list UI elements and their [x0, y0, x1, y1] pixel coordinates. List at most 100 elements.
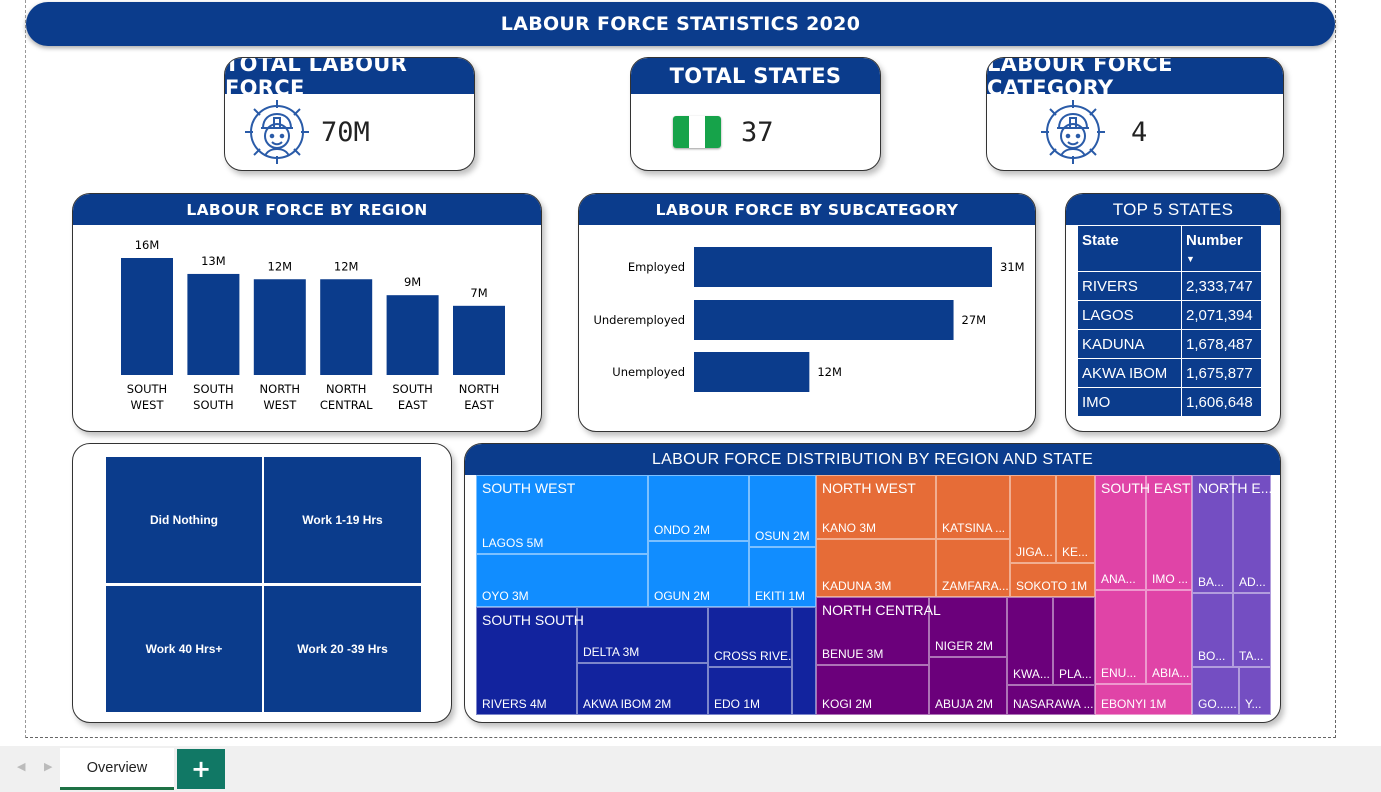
cell-label: EKITI 1M	[755, 589, 806, 603]
treemap-cell-abia[interactable]: ABIA...	[1146, 590, 1192, 684]
kpi-total-labour-force[interactable]: TOTAL LABOUR FORCE 70M	[224, 57, 475, 171]
tab-scroll-right-icon[interactable]: ▶	[44, 760, 53, 773]
tab-scroll-left-icon[interactable]: ◀	[17, 760, 26, 773]
region-data-label: 13M	[201, 254, 226, 268]
treemap-cell-oyo[interactable]: OYO 3M	[476, 554, 648, 607]
state-cell: AKWA IBOM	[1078, 358, 1182, 388]
region-data-label: 12M	[268, 259, 293, 273]
treemap-cell-osun[interactable]: OSUN 2M	[749, 475, 816, 547]
subcategory-data-label: 31M	[1000, 260, 1025, 274]
hours-matrix-card[interactable]: Did Nothing Work 1-19 Hrs Work 40 Hrs+ W…	[72, 443, 452, 723]
subcategory-bar[interactable]	[694, 247, 992, 287]
treemap-cell-bauchi[interactable]: BA...	[1192, 475, 1233, 593]
cell-label: ENU...	[1101, 666, 1137, 680]
column-header-label: Number	[1186, 232, 1243, 249]
cell-label: BO...	[1198, 649, 1226, 663]
add-page-button[interactable]: +	[177, 749, 225, 789]
region-label-north-central: NORTH CENTRAL	[822, 602, 941, 618]
tile-work-1-19[interactable]: Work 1-19 Hrs	[264, 457, 421, 583]
treemap-cell-enugu[interactable]: ENU...	[1095, 590, 1146, 684]
treemap-cell-sokoto[interactable]: SOKOTO 1M	[1010, 563, 1095, 597]
region-bar[interactable]	[121, 258, 173, 375]
treemap-cell-delta[interactable]: DELTA 3M	[577, 607, 708, 663]
treemap-cell-niger[interactable]: NIGER 2M	[929, 597, 1007, 657]
tile-did-nothing[interactable]: Did Nothing	[106, 457, 262, 583]
region-bar[interactable]	[386, 295, 439, 375]
treemap-cell-borno[interactable]: BO...	[1192, 593, 1233, 667]
region-label-south-south: SOUTH SOUTH	[482, 612, 584, 628]
region-data-label: 7M	[470, 286, 487, 300]
region-bar[interactable]	[187, 273, 240, 375]
tile-work-20-39[interactable]: Work 20 -39 Hrs	[264, 586, 421, 712]
treemap-cell-kaduna[interactable]: KADUNA 3M	[816, 539, 936, 597]
kpi-value: 4	[1131, 116, 1148, 148]
state-cell: RIVERS	[1078, 271, 1182, 301]
treemap-cell-anambra[interactable]: ANA...	[1095, 475, 1146, 590]
number-cell: 1,678,487	[1181, 329, 1261, 359]
treemap-cell-benue[interactable]: BENUE 3M	[816, 597, 929, 665]
cell-label: LAGOS 5M	[482, 536, 544, 550]
region-category-label: WEST	[263, 398, 297, 412]
top5-states-card[interactable]: TOP 5 STATES State Number ▼ RIVERS 2,333,7…	[1065, 193, 1281, 432]
kpi-total-states[interactable]: TOTAL STATES 37	[630, 57, 881, 171]
cell-label: KE...	[1062, 545, 1089, 559]
treemap-cell-kogi[interactable]: KOGI 2M	[816, 665, 929, 715]
treemap-cell-kebbi[interactable]: KE...	[1056, 475, 1095, 563]
table-row: KADUNA 1,678,487	[1078, 329, 1261, 359]
treemap-cell-ekiti[interactable]: EKITI 1M	[749, 547, 816, 607]
cell-label: BA...	[1198, 575, 1225, 589]
table-row: AKWA IBOM 1,675,877	[1078, 358, 1261, 388]
treemap-cell-kwara[interactable]: KWA...	[1007, 597, 1053, 685]
treemap-cell-ondo[interactable]: ONDO 2M	[648, 475, 749, 541]
subcategory-data-label: 27M	[962, 313, 987, 327]
cell-label: AD...	[1239, 575, 1266, 589]
cell-label: CROSS RIVE...	[714, 649, 792, 663]
treemap-cell-zamfara[interactable]: ZAMFARA...	[936, 539, 1010, 597]
treemap-cell-nasarawa[interactable]: NASARAWA ...	[1007, 685, 1095, 715]
subcategory-chart-card[interactable]: LABOUR FORCE BY SUBCATEGORY Employed 31M U…	[578, 193, 1036, 432]
treemap-cell-imo[interactable]: IMO ...	[1146, 475, 1192, 590]
treemap-cell-ogun[interactable]: OGUN 2M	[648, 541, 749, 607]
treemap-cell-yobe[interactable]: Y...	[1239, 667, 1271, 715]
treemap: LAGOS 5M OYO 3M ONDO 2M OGUN 2M OSUN 2M …	[476, 475, 1273, 715]
treemap-cell-lagos[interactable]: LAGOS 5M	[476, 475, 648, 554]
treemap-cell-katsina[interactable]: KATSINA ...	[936, 475, 1010, 539]
column-header-state[interactable]: State	[1078, 226, 1182, 272]
number-cell: 1,606,648	[1181, 387, 1261, 416]
treemap-cell-adamawa[interactable]: AD...	[1233, 475, 1271, 593]
subcategory-bar[interactable]	[694, 352, 810, 392]
region-bar[interactable]	[253, 279, 306, 375]
kpi-labour-force-category[interactable]: LABOUR FORCE CATEGORY 4	[986, 57, 1284, 171]
region-chart-title: LABOUR FORCE BY REGION	[73, 194, 541, 225]
treemap-cell-edo[interactable]: EDO 1M	[708, 667, 792, 715]
number-cell: 2,071,394	[1181, 300, 1261, 330]
top5-title: TOP 5 STATES	[1066, 194, 1280, 225]
treemap-cell-cross-river[interactable]: CROSS RIVE...	[708, 607, 792, 667]
region-label-north-east: NORTH E...	[1198, 480, 1273, 496]
region-bar[interactable]	[320, 279, 373, 375]
region-data-label: 9M	[404, 275, 421, 289]
region-bar[interactable]	[453, 305, 505, 375]
cell-label: KANO 3M	[822, 521, 877, 535]
treemap-cell-rivers[interactable]: RIVERS 4M	[476, 607, 577, 715]
treemap-cell-abuja[interactable]: ABUJA 2M	[929, 657, 1007, 715]
treemap-card[interactable]: LABOUR FORCE DISTRIBUTION BY REGION AND …	[464, 443, 1281, 723]
treemap-cell-taraba[interactable]: TA...	[1233, 593, 1271, 667]
region-category-label: NORTH	[459, 382, 499, 396]
treemap-cell-plateau[interactable]: PLA...	[1053, 597, 1095, 685]
cell-label: RIVERS 4M	[482, 697, 547, 711]
treemap-cell-akwa-ibom[interactable]: AKWA IBOM 2M	[577, 663, 708, 715]
treemap-cell-gombe[interactable]: GO......	[1192, 667, 1239, 715]
treemap-cell-bayelsa[interactable]	[792, 607, 816, 715]
treemap-cell-kano[interactable]: KANO 3M	[816, 475, 936, 539]
tile-work-40-plus[interactable]: Work 40 Hrs+	[106, 586, 262, 712]
subcategory-bar[interactable]	[694, 300, 954, 340]
treemap-cell-jigawa[interactable]: JIGA...	[1010, 475, 1056, 563]
column-header-number[interactable]: Number ▼	[1181, 226, 1261, 272]
tab-overview[interactable]: Overview	[60, 748, 174, 790]
cell-label: ABUJA 2M	[935, 697, 994, 711]
region-chart-card[interactable]: LABOUR FORCE BY REGION 16M SOUTH WEST 13M SO…	[72, 193, 542, 432]
worker-gear-icon	[245, 100, 309, 164]
kpi-label: LABOUR FORCE CATEGORY	[987, 58, 1283, 100]
treemap-cell-ebonyi[interactable]: EBONYI 1M	[1095, 684, 1192, 715]
